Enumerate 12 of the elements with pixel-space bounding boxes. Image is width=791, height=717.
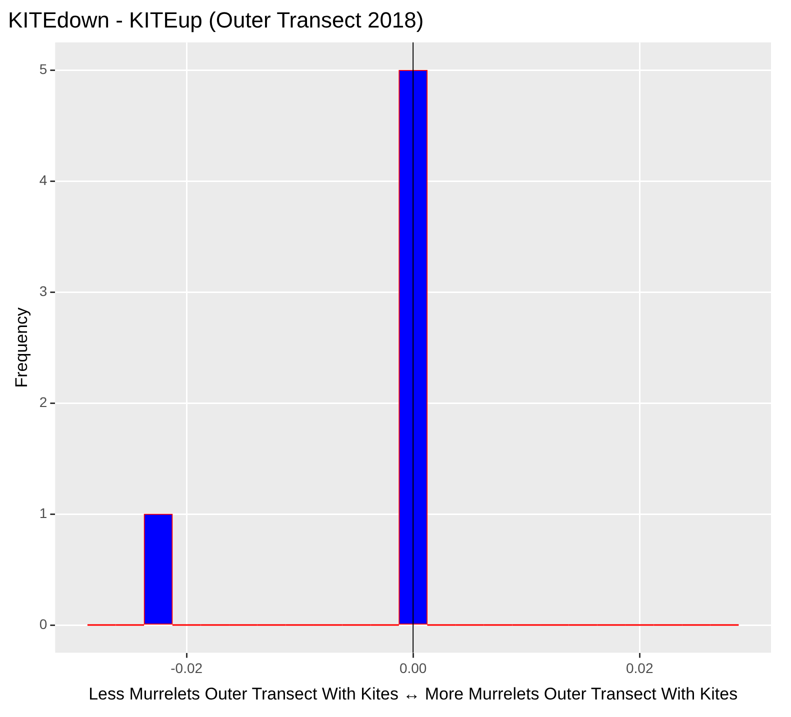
y-tick-label: 0 [39, 616, 48, 632]
y-tick-label: 1 [39, 504, 48, 521]
y-tick-label: 3 [39, 282, 48, 299]
x-tick-label: 0.02 [626, 660, 654, 676]
y-tick-label: 2 [39, 394, 48, 410]
x-axis-title: Less Murrelets Outer Transect With Kites ↔ More Murrelets Outer Transect With Kites [88, 684, 738, 704]
x-tick-label: -0.02 [170, 660, 203, 676]
x-tick-label: 0.00 [399, 660, 427, 676]
y-tick-label: 4 [39, 172, 48, 188]
y-tick-label: 5 [39, 61, 48, 78]
y-axis-title: Frequency [12, 306, 31, 388]
chart-title: KITEdown - KITEup (Outer Transect 2018) [8, 7, 424, 32]
